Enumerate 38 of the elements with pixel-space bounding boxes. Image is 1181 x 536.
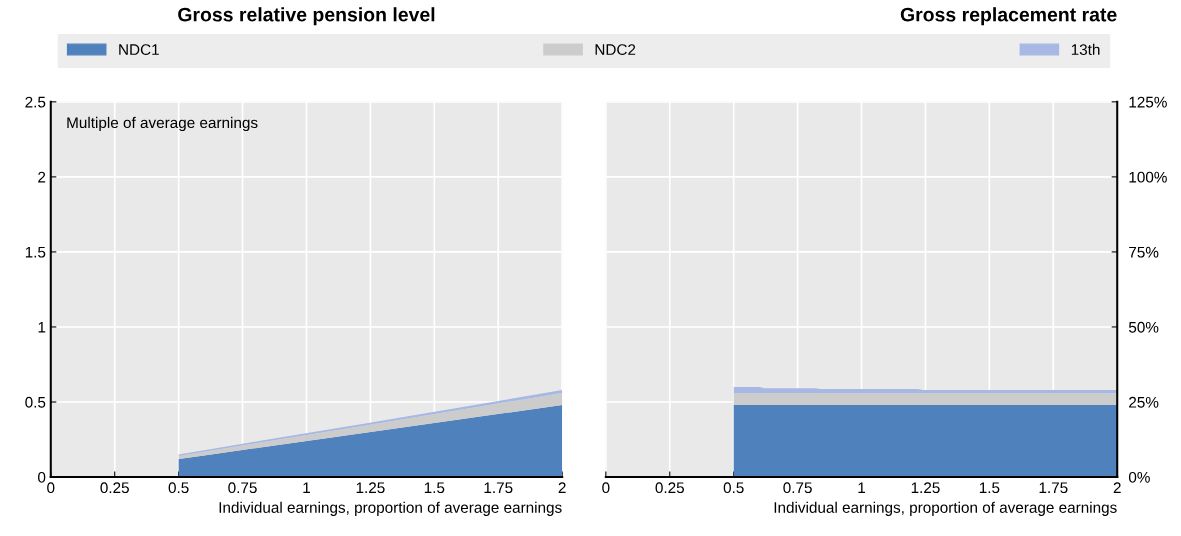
x-tick-label: 0.75: [228, 482, 257, 494]
y-tick-label: 2: [38, 171, 46, 183]
y-tick-label: 50%: [1128, 321, 1159, 333]
x-axis-title: Individual earnings, proportion of average earnings: [219, 501, 562, 516]
x-tick-label: 0.75: [783, 482, 812, 494]
y-tick-label: 125%: [1129, 96, 1167, 108]
y-tick-label: 2.5: [25, 96, 46, 108]
y-tick-label: 0%: [1128, 471, 1150, 483]
x-tick-label: 1.5: [979, 482, 1000, 494]
x-tick-label: 0.25: [100, 482, 129, 494]
y-tick-label: 100%: [1129, 171, 1167, 183]
x-tick-label: 1: [858, 482, 866, 493]
legend-label: NDC1: [119, 44, 159, 56]
x-tick-label: 2: [558, 482, 566, 493]
x-tick-label: 2: [1113, 482, 1121, 493]
y-tick-label: 75%: [1129, 246, 1159, 258]
y-tick-label: 1.5: [25, 246, 46, 258]
x-tick-label: 0.25: [655, 482, 684, 494]
chart-title: Gross replacement rate: [900, 7, 1117, 26]
y-tick-label: 0: [38, 471, 46, 483]
legend-label: 13th: [1071, 43, 1100, 56]
x-tick-label: 0.5: [723, 482, 744, 494]
x-tick-label: 1.25: [911, 482, 940, 494]
y-tick-label: 25%: [1129, 396, 1159, 408]
x-tick-label: 1.25: [356, 482, 385, 494]
x-axis-title: Individual earnings, proportion of average earnings: [774, 501, 1117, 516]
x-tick-label: 1.5: [424, 482, 445, 494]
x-tick-label: 0: [602, 482, 610, 494]
annotation: Multiple of average earnings: [67, 116, 258, 132]
x-tick-label: 0.5: [168, 482, 189, 494]
x-tick-label: 1: [303, 482, 310, 493]
y-tick-label: 0.5: [25, 396, 46, 408]
legend-label: NDC2: [595, 44, 636, 56]
x-tick-label: 1.75: [1039, 482, 1068, 494]
chart-title: Gross relative pension level: [178, 7, 435, 26]
x-tick-label: 0: [47, 482, 55, 494]
y-tick-label: 1: [38, 321, 46, 333]
x-tick-label: 1.75: [484, 482, 513, 494]
